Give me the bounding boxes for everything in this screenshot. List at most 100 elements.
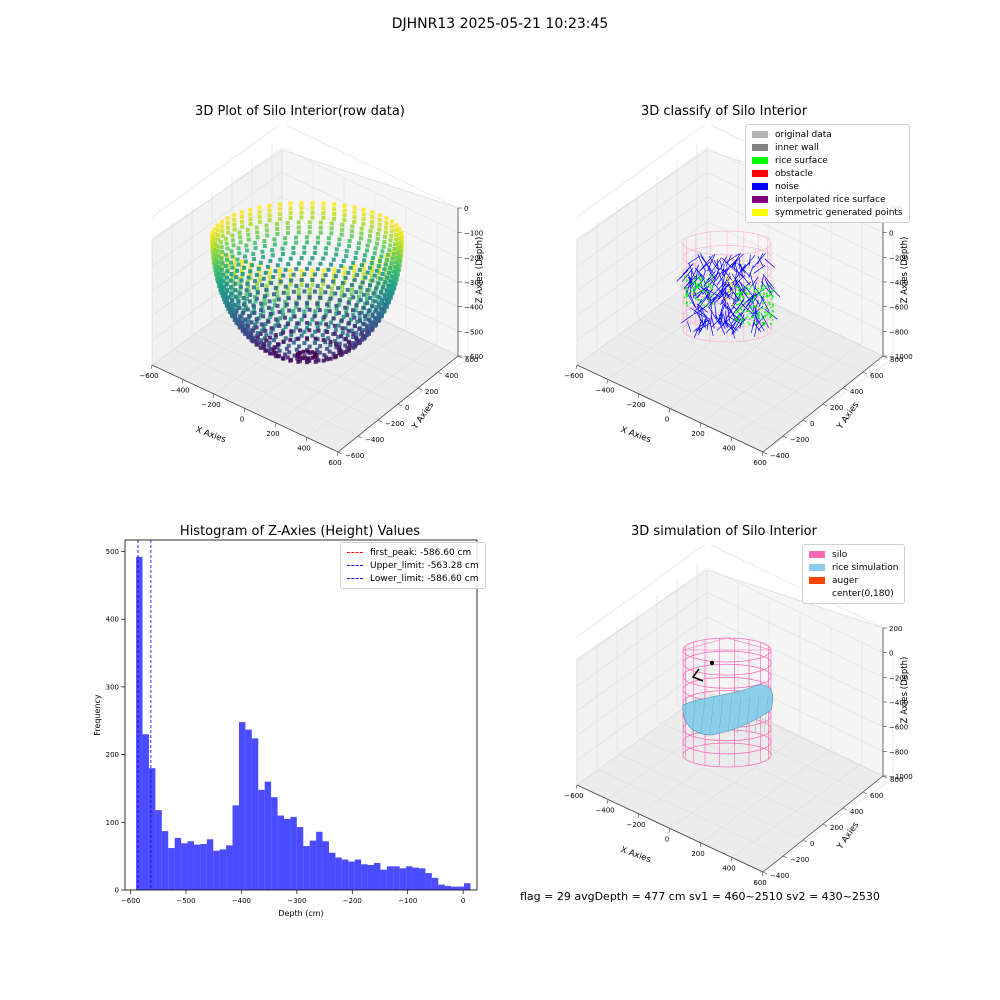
p1-point bbox=[271, 348, 276, 353]
p1-point bbox=[271, 275, 276, 279]
p1-point bbox=[305, 360, 309, 365]
p1-point bbox=[328, 339, 333, 344]
p1-point bbox=[272, 345, 277, 350]
p1-point bbox=[297, 355, 302, 360]
p1-x-tick-label: 200 bbox=[266, 430, 279, 438]
p2-rice-point bbox=[692, 288, 695, 290]
p1-point bbox=[283, 299, 288, 304]
plot-3d-simulation: −600−400−2000200400600−400−2000200400600… bbox=[564, 545, 913, 887]
p1-point bbox=[343, 326, 348, 331]
p1-point bbox=[329, 231, 334, 236]
p1-point bbox=[331, 351, 336, 356]
p1-point bbox=[376, 275, 381, 280]
p1-point bbox=[361, 328, 366, 333]
p2-noise-stroke bbox=[693, 298, 703, 315]
p2-rice-point bbox=[762, 289, 765, 291]
p1-point bbox=[254, 225, 259, 230]
p4-y-tick bbox=[842, 807, 848, 811]
legend-entry: rice surface bbox=[752, 154, 903, 167]
figure-title: DJHNR13 2025-05-21 10:23:45 bbox=[391, 16, 609, 32]
p1-point bbox=[365, 288, 370, 293]
p1-point bbox=[353, 308, 358, 313]
p1-point bbox=[344, 337, 348, 342]
p2-noise-stroke bbox=[723, 259, 737, 272]
p1-point bbox=[342, 293, 347, 298]
p2-rice-point bbox=[705, 284, 707, 286]
p2-rice-point bbox=[691, 280, 694, 283]
p2-rice-point bbox=[735, 286, 738, 288]
p1-point bbox=[346, 328, 351, 333]
p1-point bbox=[370, 324, 375, 329]
p1-point bbox=[387, 248, 392, 253]
p2-rice-point bbox=[751, 298, 753, 301]
p2-noise-stroke bbox=[699, 254, 714, 271]
p1-point bbox=[370, 264, 375, 269]
p1-point bbox=[283, 284, 288, 289]
p1-y-tick-label: −600 bbox=[345, 452, 364, 460]
p2-symmetric-point bbox=[727, 289, 729, 291]
p1-point bbox=[212, 227, 217, 232]
p2-rice-point bbox=[761, 307, 764, 309]
histogram-bar bbox=[348, 861, 355, 890]
p4-gridline-y bbox=[656, 595, 844, 809]
p1-point bbox=[313, 354, 318, 359]
histogram-bar bbox=[335, 857, 342, 890]
p2-z-tick-label: −600 bbox=[889, 304, 908, 312]
histogram-bar bbox=[283, 818, 291, 890]
p2-noise-stroke bbox=[749, 292, 757, 303]
p1-point bbox=[376, 294, 381, 299]
p1-point bbox=[307, 287, 312, 292]
histogram-x-tick-label: −500 bbox=[176, 897, 195, 905]
p1-point bbox=[382, 267, 387, 272]
p2-rice-point bbox=[764, 316, 766, 318]
p1-point bbox=[321, 358, 326, 363]
p1-point bbox=[294, 325, 299, 330]
p1-point bbox=[325, 346, 330, 351]
p2-x-tick bbox=[668, 408, 671, 413]
p2-gridline-z bbox=[576, 221, 884, 316]
p1-point bbox=[325, 330, 330, 334]
panel3-title: Histogram of Z-Axies (Height) Values bbox=[179, 524, 421, 539]
p1-point bbox=[305, 266, 309, 271]
p2-symmetric-point bbox=[731, 285, 733, 288]
p1-point bbox=[334, 311, 339, 316]
p4-z-tick-label: −400 bbox=[889, 699, 908, 707]
legend-label: Upper_limit: -563.28 cm bbox=[370, 560, 479, 571]
p1-point bbox=[278, 279, 283, 284]
p1-point bbox=[291, 289, 296, 294]
p1-point bbox=[230, 274, 235, 279]
p1-point bbox=[229, 260, 234, 265]
histogram-y-tick-label: 100 bbox=[106, 819, 119, 827]
p4-rice-mesh bbox=[682, 696, 769, 734]
p1-point bbox=[380, 310, 385, 315]
legend-entry: Upper_limit: -563.28 cm bbox=[347, 559, 479, 572]
p1-point bbox=[397, 231, 402, 236]
p1-point bbox=[321, 206, 326, 211]
p1-point bbox=[334, 354, 338, 359]
p2-rice-point bbox=[686, 279, 689, 281]
p2-gridline-z bbox=[576, 196, 884, 292]
p1-point bbox=[223, 292, 228, 297]
p1-point bbox=[340, 330, 345, 335]
p1-point bbox=[239, 210, 244, 215]
histogram-y-tick-label: 300 bbox=[106, 683, 119, 691]
p1-point bbox=[256, 316, 261, 321]
p1-point bbox=[389, 261, 394, 266]
p1-point bbox=[277, 202, 282, 207]
p4-gridline-y bbox=[636, 611, 824, 825]
p2-rice-point bbox=[758, 294, 761, 296]
p1-point bbox=[392, 278, 397, 283]
p1-point bbox=[310, 317, 315, 322]
p1-point bbox=[325, 302, 330, 307]
p1-point bbox=[317, 350, 322, 355]
p1-point bbox=[384, 288, 389, 293]
p2-x-tick-label: 200 bbox=[691, 430, 704, 438]
p1-point bbox=[285, 291, 290, 296]
p2-rice-point bbox=[760, 289, 762, 291]
legend-swatch bbox=[752, 131, 768, 138]
p1-point bbox=[220, 234, 225, 238]
p2-rice-point bbox=[763, 293, 765, 296]
p2-rice-point bbox=[766, 292, 768, 295]
p2-noise-stroke bbox=[714, 314, 723, 326]
p1-point bbox=[230, 254, 235, 259]
